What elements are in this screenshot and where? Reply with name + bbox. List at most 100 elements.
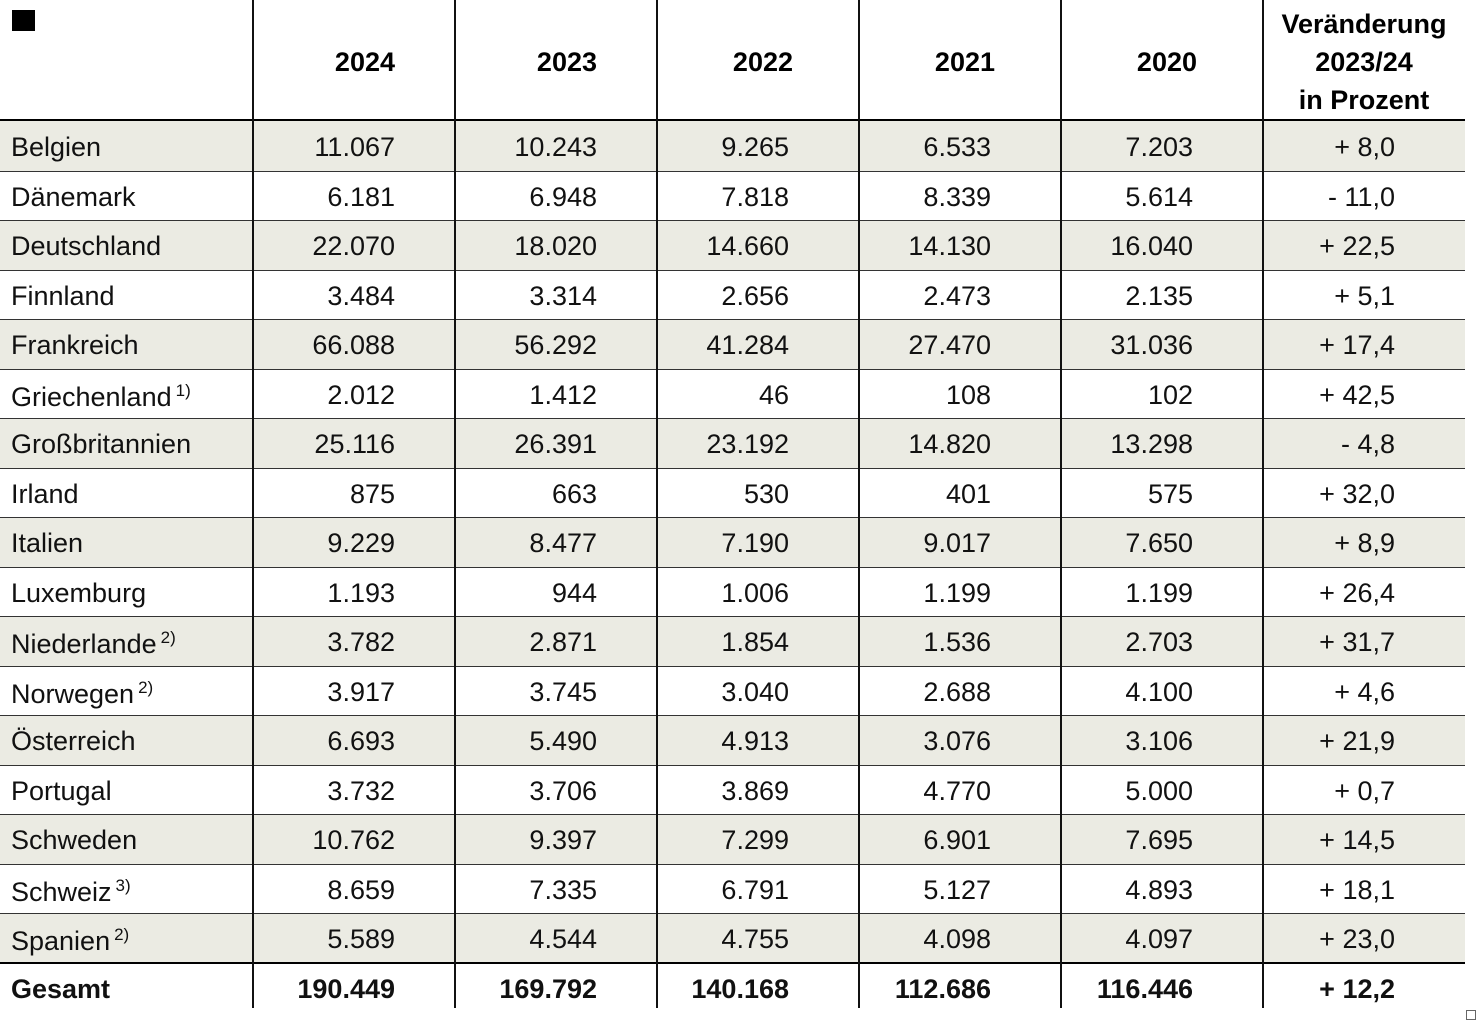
value-cell: 14.130 [908, 231, 991, 261]
value-cell: 140.168 [691, 973, 789, 1004]
change-cell: + 26,4 [1319, 577, 1395, 608]
row-band [0, 517, 1465, 567]
column-line [1262, 0, 1264, 1008]
row-label: Gesamt [11, 973, 111, 1004]
value-cell: 56.292 [514, 330, 597, 360]
row-label: Luxemburg [11, 577, 147, 608]
value-cell: 6.901 [923, 825, 991, 855]
row-band [0, 121, 1465, 171]
row-line [0, 220, 1465, 221]
value-cell: 3.869 [721, 775, 789, 806]
value-cell: 14.660 [706, 231, 789, 261]
row-line [0, 566, 1465, 568]
row-band [0, 913, 1465, 963]
value-cell: 7.650 [1125, 528, 1193, 558]
value-cell: 18.020 [514, 231, 597, 261]
row-label: Dänemark [11, 181, 136, 212]
row-label: Italien [11, 528, 84, 558]
row-line [0, 616, 1465, 617]
value-cell: 8.477 [529, 528, 597, 558]
change-cell: - 11,0 [1327, 181, 1395, 212]
value-cell: 944 [551, 577, 597, 608]
value-cell: 2.135 [1125, 280, 1193, 311]
value-cell: 3.706 [529, 775, 597, 806]
value-cell: 16.040 [1110, 231, 1193, 261]
value-cell: 8.659 [327, 874, 395, 905]
value-cell: 6.948 [529, 181, 597, 212]
row-label: Deutschland [11, 231, 162, 261]
value-cell: 10.762 [312, 825, 395, 855]
change-cell: + 18,1 [1319, 874, 1395, 905]
value-cell: 4.893 [1125, 874, 1193, 905]
value-cell: 1.199 [923, 577, 991, 608]
row-line [0, 467, 1465, 469]
value-cell: 112.686 [894, 973, 991, 1004]
value-cell: 4.770 [923, 775, 991, 806]
value-cell: 116.446 [1096, 973, 1193, 1004]
value-cell: 1.193 [327, 577, 395, 608]
value-cell: 3.106 [1125, 726, 1193, 756]
column-header: 2022 [732, 47, 793, 77]
value-cell: 4.544 [529, 924, 597, 954]
value-cell: 169.792 [499, 973, 597, 1004]
column-header: 2024 [334, 47, 395, 77]
value-cell: 1.412 [529, 379, 597, 410]
value-cell: 8.339 [923, 181, 991, 212]
value-cell: 3.076 [923, 726, 991, 756]
column-line [252, 0, 254, 1008]
row-line [0, 961, 1465, 964]
footnote: 2) [138, 677, 154, 697]
change-cell: + 21,9 [1319, 726, 1395, 756]
change-cell: + 14,5 [1319, 825, 1395, 855]
change-header: Veränderung [1281, 9, 1447, 39]
value-cell: 4.097 [1125, 924, 1193, 954]
value-cell: 5.000 [1125, 775, 1193, 806]
column-line [1060, 0, 1062, 1008]
row-label: Norwegen 2) [11, 677, 154, 709]
row-label: Großbritannien [11, 429, 192, 459]
change-cell: + 32,0 [1319, 478, 1395, 509]
row-label: Spanien 2) [11, 925, 130, 956]
footnote: 2) [160, 628, 176, 647]
value-cell: 663 [551, 478, 597, 509]
row-line [0, 170, 1465, 172]
row-line [0, 715, 1465, 716]
value-cell: 3.314 [529, 280, 597, 311]
footnote: 3) [115, 875, 131, 895]
change-cell: - 4,8 [1340, 429, 1395, 459]
value-cell: 27.470 [908, 330, 991, 360]
change-header: 2023/24 [1315, 47, 1413, 77]
row-line [0, 814, 1465, 815]
value-cell: 4.098 [923, 924, 991, 954]
value-cell: 7.190 [721, 528, 789, 558]
value-cell: 6.693 [327, 726, 395, 756]
row-line [0, 319, 1465, 320]
change-cell: + 31,7 [1319, 627, 1395, 657]
value-cell: 1.536 [923, 627, 991, 657]
footnote: 1) [175, 380, 191, 400]
value-cell: 46 [758, 379, 789, 410]
footnote: 2) [114, 925, 130, 944]
value-cell: 190.449 [297, 973, 395, 1004]
row-line [0, 764, 1465, 766]
value-cell: 14.820 [908, 429, 991, 459]
value-cell: 108 [945, 379, 991, 410]
change-cell: + 5,1 [1334, 280, 1395, 311]
value-cell: 6.181 [327, 181, 395, 212]
change-cell: + 23,0 [1319, 924, 1395, 954]
value-cell: 2.703 [1125, 627, 1193, 657]
value-cell: 1.854 [721, 627, 789, 657]
row-label: Schweden [11, 825, 138, 855]
column-line [656, 0, 658, 1008]
column-header: 2021 [934, 47, 995, 77]
value-cell: 9.017 [923, 528, 991, 558]
row-line [0, 665, 1465, 667]
value-cell: 1.006 [721, 577, 789, 608]
value-cell: 22.070 [312, 231, 395, 261]
column-header: 2023 [536, 47, 597, 77]
change-cell: + 8,0 [1334, 132, 1395, 162]
value-cell: 2.473 [923, 280, 991, 311]
row-line [0, 418, 1465, 419]
row-line [0, 863, 1465, 865]
